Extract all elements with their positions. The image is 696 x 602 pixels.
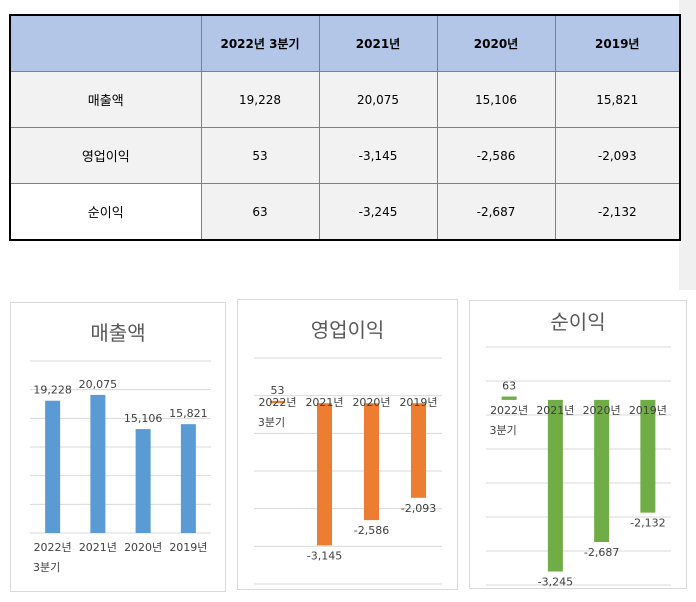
- category-label: 3분기: [490, 424, 517, 437]
- category-label: 2022년: [34, 541, 72, 554]
- data-label: 15,106: [124, 412, 163, 425]
- table-row-revenue: 매출액 19,228 20,075 15,106 15,821: [9, 71, 681, 128]
- category-label: 2019년: [399, 396, 437, 409]
- row-label: 순이익: [9, 183, 202, 241]
- table-cell: -2,093: [554, 127, 681, 184]
- bar[interactable]: [594, 399, 610, 543]
- table-cell: 20,075: [318, 71, 438, 128]
- table-cell: -2,132: [554, 183, 681, 241]
- data-label: 53: [271, 384, 285, 397]
- category-label: 2021년: [79, 541, 117, 554]
- data-label: -2,586: [354, 524, 389, 537]
- table-row-net-income: 순이익 63 -3,245 -2,687 -2,132: [9, 183, 681, 241]
- data-label: -3,145: [307, 549, 342, 562]
- chart-svg: 63 2022년 3분기 -3,245 2021년 -2,687 2020년 -2,132 20…: [486, 346, 671, 588]
- table-header-row: 2022년 3분기 2021년 2020년 2019년: [9, 14, 681, 72]
- table-header-corner: [9, 14, 202, 72]
- bar[interactable]: [501, 396, 517, 400]
- data-label: 15,821: [169, 407, 208, 420]
- table-header-2022q3: 2022년 3분기: [200, 14, 320, 72]
- category-label: 2021년: [305, 396, 343, 409]
- bar[interactable]: [411, 403, 426, 498]
- table-cell: -3,145: [318, 127, 438, 184]
- category-label: 2020년: [583, 404, 621, 417]
- data-label: 19,228: [33, 384, 72, 397]
- chart-svg: 19,228 2022년 3분기 20,075 2021년 15,106 2020년 15,8…: [30, 360, 211, 574]
- category-label: 3분기: [258, 416, 285, 429]
- table-cell: 15,106: [436, 71, 556, 128]
- category-label: 3분기: [33, 561, 60, 574]
- table-cell: -2,687: [436, 183, 556, 241]
- chart-title: 매출액: [90, 321, 146, 345]
- table-cell: 53: [200, 127, 320, 184]
- bar[interactable]: [90, 394, 106, 533]
- table-header-2020: 2020년: [436, 14, 556, 72]
- category-label: 2019년: [169, 541, 207, 554]
- bar[interactable]: [270, 400, 285, 404]
- category-label: 2022년: [258, 396, 296, 409]
- data-label: -3,245: [538, 576, 573, 588]
- net-income-chart[interactable]: 순이익 63 2022년 3분기 -3,245 2021년 -2,687 2020년 -2,1…: [469, 300, 687, 589]
- table-header-2019: 2019년: [554, 14, 681, 72]
- financial-table: 2022년 3분기 2021년 2020년 2019년 매출액 19,228 2…: [9, 14, 681, 241]
- chart-title: 순이익: [550, 310, 606, 334]
- table-cell: -2,586: [436, 127, 556, 184]
- data-label: 20,075: [79, 378, 118, 391]
- category-label: 2020년: [124, 541, 162, 554]
- category-label: 2019년: [629, 404, 667, 417]
- row-label: 영업이익: [9, 127, 202, 184]
- table-header-2021: 2021년: [318, 14, 438, 72]
- bar[interactable]: [317, 403, 332, 546]
- operating-profit-chart[interactable]: 영업이익 53 2022년 3분기 -3,145 2021년 -2,586 2020년 -2,…: [237, 299, 458, 590]
- table-cell: 19,228: [200, 71, 320, 128]
- chart-title: 영업이익: [310, 318, 385, 342]
- row-label: 매출액: [9, 71, 202, 128]
- table-row-operating-profit: 영업이익 53 -3,145 -2,586 -2,093: [9, 127, 681, 184]
- bar[interactable]: [364, 403, 379, 521]
- category-label: 2022년: [490, 404, 528, 417]
- bar[interactable]: [640, 399, 656, 513]
- data-label: -2,132: [630, 517, 665, 530]
- table-cell: 15,821: [554, 71, 681, 128]
- revenue-chart[interactable]: 매출액 19,228 2022년 3분기 20,075 2021년 15,106 2020년…: [10, 302, 226, 592]
- category-label: 2021년: [536, 404, 574, 417]
- table-cell: 63: [200, 183, 320, 241]
- data-label: 63: [502, 380, 516, 393]
- bar[interactable]: [180, 424, 196, 533]
- data-label: -2,093: [401, 502, 436, 515]
- category-label: 2020년: [352, 396, 390, 409]
- bar[interactable]: [547, 399, 563, 572]
- data-label: -2,687: [584, 546, 619, 559]
- table-cell: -3,245: [318, 183, 438, 241]
- bar[interactable]: [45, 400, 61, 533]
- bar[interactable]: [135, 429, 151, 533]
- scrollbar-strip[interactable]: [679, 0, 696, 290]
